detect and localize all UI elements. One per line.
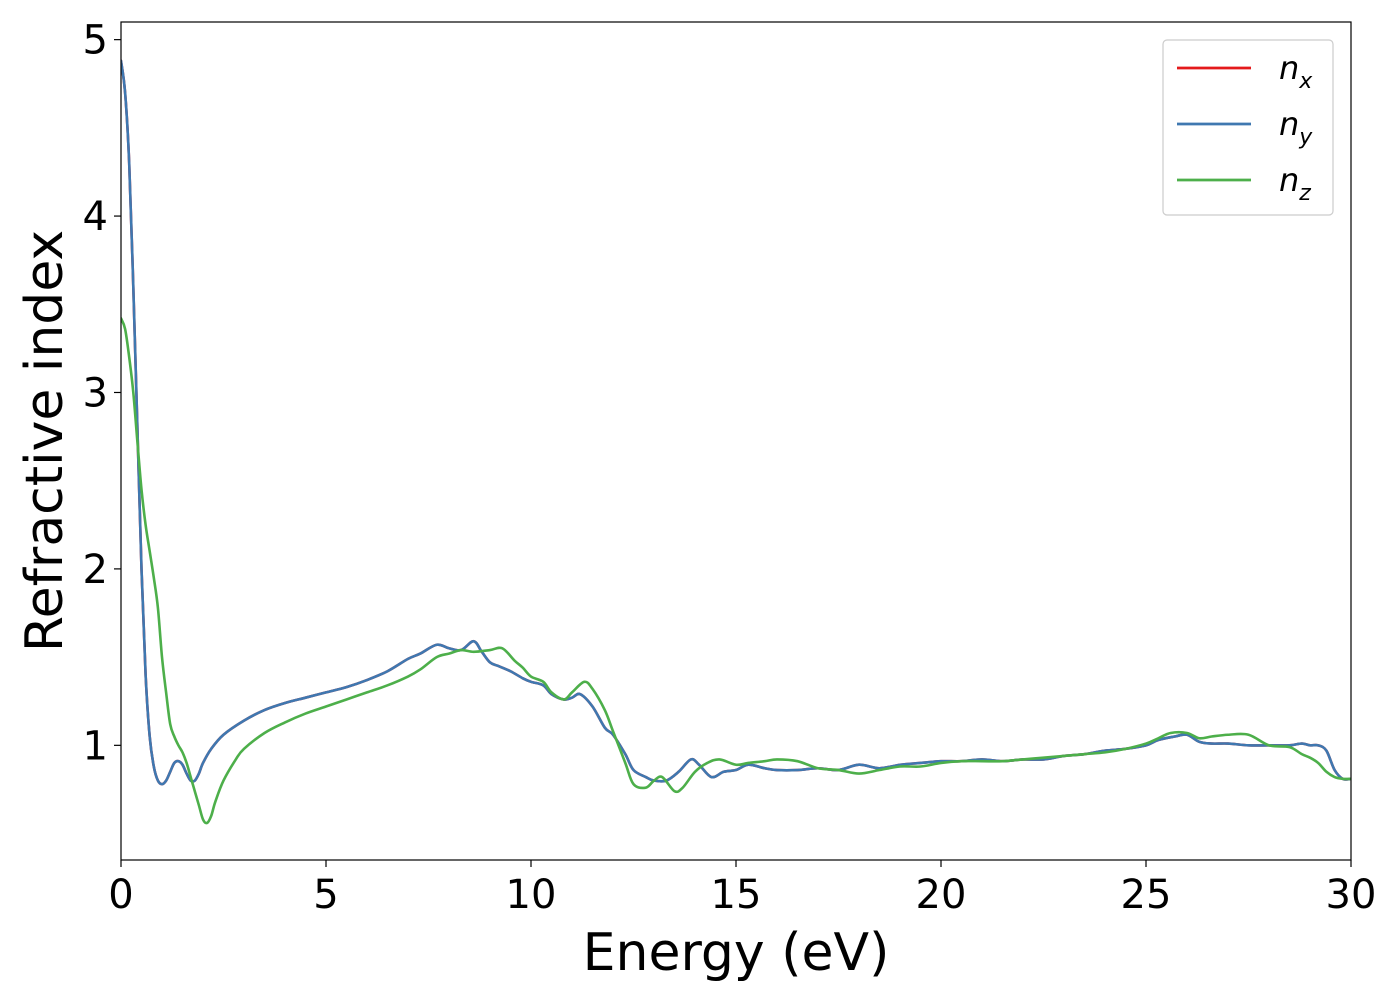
x-tick-label: 15 <box>711 872 762 918</box>
series-lines <box>121 59 1351 825</box>
x-tick-label: 30 <box>1326 872 1377 918</box>
y-tick-label: 3 <box>83 370 108 416</box>
legend: nx ny nz <box>1162 39 1334 216</box>
legend-label-x: nx <box>1279 49 1313 94</box>
x-tick-label: 0 <box>108 872 133 918</box>
legend-label-z: nz <box>1279 161 1311 206</box>
legend-box <box>1162 39 1334 216</box>
y-tick-label: 2 <box>83 547 108 593</box>
axis-ticks: 0 5 10 15 20 25 30 1 2 3 4 5 <box>83 18 1377 918</box>
x-tick-label: 10 <box>506 872 557 918</box>
x-tick-label: 20 <box>916 872 967 918</box>
y-axis-label: Refractive index <box>15 230 75 652</box>
series-line-z <box>121 317 1351 825</box>
y-tick-label: 1 <box>83 723 108 769</box>
x-axis-label: Energy (eV) <box>583 923 890 983</box>
y-tick-label: 5 <box>83 18 108 64</box>
x-tick-label: 25 <box>1121 872 1172 918</box>
y-tick-label: 4 <box>83 194 108 240</box>
x-tick-label: 5 <box>313 872 338 918</box>
legend-label-y: ny <box>1279 105 1313 150</box>
